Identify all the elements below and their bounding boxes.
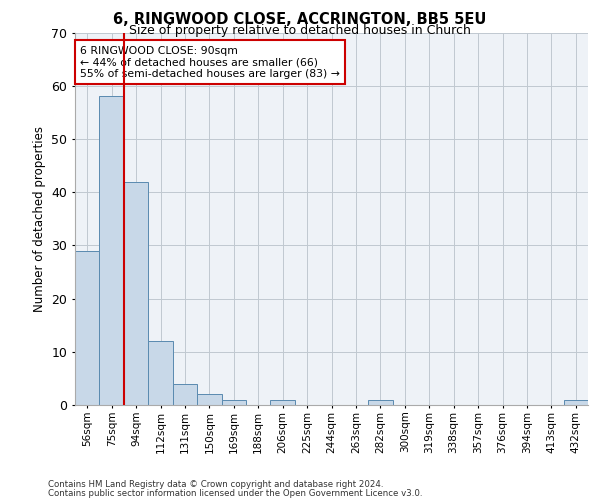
Bar: [271, 400, 295, 405]
Text: Contains HM Land Registry data © Crown copyright and database right 2024.: Contains HM Land Registry data © Crown c…: [48, 480, 383, 489]
Bar: [173, 384, 197, 405]
Bar: [221, 400, 246, 405]
Bar: [148, 341, 173, 405]
Bar: [197, 394, 221, 405]
Text: Size of property relative to detached houses in Church: Size of property relative to detached ho…: [129, 24, 471, 37]
Bar: [368, 400, 392, 405]
Text: Contains public sector information licensed under the Open Government Licence v3: Contains public sector information licen…: [48, 488, 422, 498]
Text: 6 RINGWOOD CLOSE: 90sqm
← 44% of detached houses are smaller (66)
55% of semi-de: 6 RINGWOOD CLOSE: 90sqm ← 44% of detache…: [80, 46, 340, 78]
Y-axis label: Number of detached properties: Number of detached properties: [33, 126, 46, 312]
Bar: [124, 182, 148, 405]
Text: 6, RINGWOOD CLOSE, ACCRINGTON, BB5 5EU: 6, RINGWOOD CLOSE, ACCRINGTON, BB5 5EU: [113, 12, 487, 27]
Bar: [563, 400, 588, 405]
Bar: [100, 96, 124, 405]
Bar: [75, 250, 100, 405]
